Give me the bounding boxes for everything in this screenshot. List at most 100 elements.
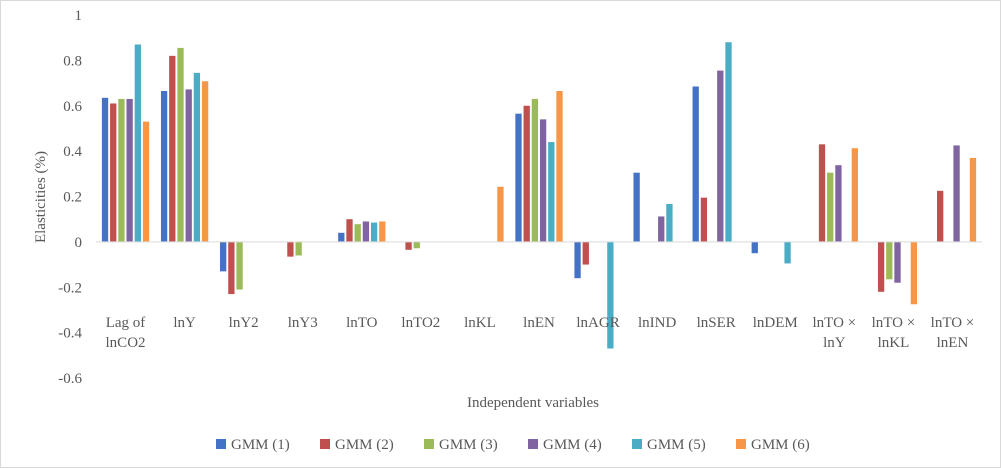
x-category-label: lnY: [173, 315, 196, 331]
bar: [751, 241, 758, 254]
bar: [784, 241, 791, 264]
legend-label: GMM (3): [439, 437, 498, 453]
legend-label: GMM (5): [647, 437, 706, 453]
bar: [607, 241, 614, 349]
legend-swatch: [320, 439, 330, 449]
x-category-label: lnKL: [464, 315, 496, 331]
bar: [142, 121, 150, 242]
bar: [666, 203, 673, 242]
x-axis-title: Independent variables: [467, 395, 599, 411]
bar: [110, 103, 117, 242]
x-category-label: lnTO: [346, 315, 378, 331]
legend-swatch: [736, 439, 746, 449]
y-tick-label: 0.6: [63, 99, 82, 115]
bar: [169, 55, 176, 242]
bar: [894, 241, 901, 283]
x-category-label: lnEN: [523, 315, 555, 331]
bar: [101, 97, 109, 242]
x-category-label: lnTO ×: [813, 315, 857, 331]
legend-label: GMM (1): [231, 437, 290, 453]
bar: [658, 216, 665, 242]
x-category-label: lnY3: [288, 315, 318, 331]
bar: [692, 86, 699, 242]
bar: [556, 91, 563, 242]
bar: [531, 98, 539, 242]
bar: [201, 81, 209, 242]
x-category-label: lnEN: [937, 335, 969, 351]
x-axis-category-labels: Lag of lnCO2 lnY lnY2 lnY3 lnTO lnTO2 lnKL lnEN l…: [106, 315, 975, 351]
bar: [937, 190, 944, 242]
bar: [717, 70, 724, 242]
y-tick-label: 1: [75, 8, 83, 24]
bar: [835, 165, 842, 242]
bar: [877, 241, 885, 292]
x-category-label: lnCO2: [106, 335, 146, 351]
legend-swatch: [216, 439, 226, 449]
legend: GMM (1) GMM (2) GMM (3) GMM (4) GMM (5) GMM (…: [216, 437, 810, 453]
bar: [515, 113, 522, 242]
bar: [953, 145, 960, 242]
bar: [134, 44, 141, 242]
y-tick-label: 0.2: [63, 190, 82, 206]
x-category-label: lnTO ×: [931, 315, 975, 331]
bar: [228, 241, 235, 295]
bar: [497, 186, 504, 242]
bar: [220, 241, 227, 272]
legend-swatch: [424, 439, 434, 449]
y-tick-label: -0.2: [58, 280, 82, 296]
bar-series: [101, 42, 977, 349]
x-category-label: lnY2: [229, 315, 259, 331]
bar: [177, 47, 184, 242]
y-tick-label: -0.4: [58, 326, 82, 342]
bar: [969, 157, 977, 242]
bar: [287, 241, 294, 257]
bar: [725, 42, 732, 242]
x-category-label: lnTO ×: [872, 315, 916, 331]
bar: [295, 241, 302, 256]
bar: [362, 221, 370, 242]
bar: [160, 91, 168, 242]
bar: [910, 241, 918, 305]
legend-swatch: [528, 439, 538, 449]
y-tick-label: -0.6: [58, 371, 82, 387]
x-category-label: lnAGR: [576, 315, 619, 331]
bar: [851, 148, 858, 242]
legend-label: GMM (2): [335, 437, 394, 453]
bar: [118, 98, 125, 242]
y-tick-label: 0.8: [63, 53, 82, 69]
x-category-label: lnY: [823, 335, 846, 351]
bar: [574, 241, 581, 279]
legend-label: GMM (6): [751, 437, 810, 453]
bar: [582, 241, 589, 265]
bar: [405, 241, 412, 250]
bar: [338, 232, 345, 242]
bar: [185, 89, 192, 242]
y-axis-title: Elasticities (%): [33, 151, 49, 243]
bar: [379, 221, 386, 242]
x-category-label: lnTO2: [401, 315, 440, 331]
bar: [523, 105, 530, 242]
bar: [354, 224, 361, 242]
bar: [700, 197, 708, 242]
x-category-label: lnSER: [697, 315, 736, 331]
bar: [886, 241, 893, 280]
x-category-label: Lag of: [106, 315, 146, 331]
bar: [818, 144, 826, 242]
x-category-label: lnIND: [638, 315, 676, 331]
x-category-label: lnKL: [878, 335, 910, 351]
bar: [413, 241, 420, 249]
bar: [193, 72, 201, 242]
bar: [236, 241, 243, 290]
bar: [827, 172, 834, 242]
bar: [126, 98, 133, 242]
bar: [548, 142, 555, 242]
y-tick-label: 0: [75, 235, 83, 251]
legend-swatch: [632, 439, 642, 449]
y-tick-label: 0.4: [63, 144, 82, 160]
bar: [633, 172, 640, 242]
x-category-label: lnDEM: [753, 315, 798, 331]
legend-label: GMM (4): [543, 437, 602, 453]
bar: [370, 222, 378, 242]
